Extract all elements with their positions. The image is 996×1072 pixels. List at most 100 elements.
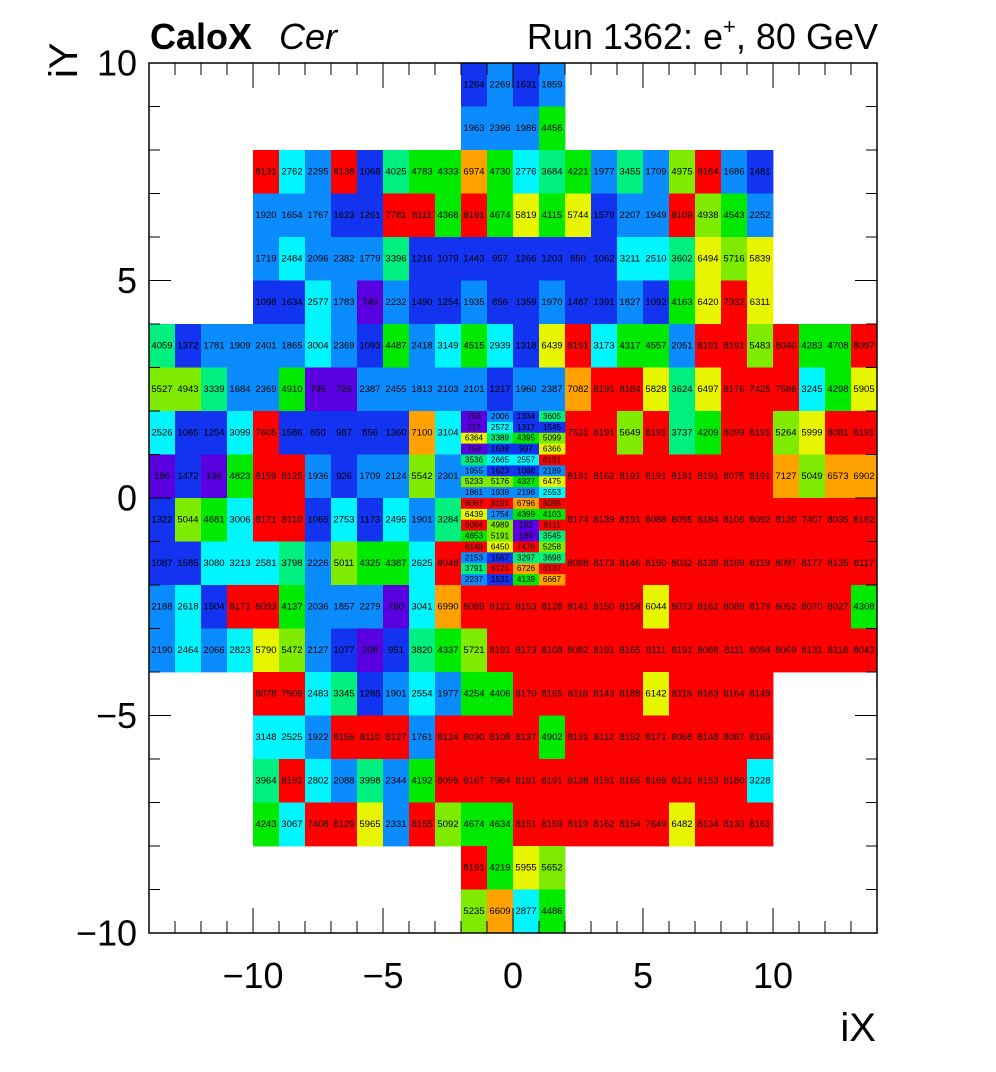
cell-value-label: 8191 xyxy=(619,514,640,525)
heatmap-cell xyxy=(487,487,514,499)
y-tick-label: −10 xyxy=(76,913,137,954)
cell-value-label: 726 xyxy=(336,384,352,395)
heatmap-cell xyxy=(565,541,592,586)
cell-value-label: 1960 xyxy=(515,384,536,395)
heatmap-cell xyxy=(539,150,566,194)
cell-value-label: 8191 xyxy=(645,427,666,438)
cell-value-label: 5233 xyxy=(465,477,484,486)
cell-value-label: 3339 xyxy=(203,384,224,395)
heatmap-cell xyxy=(513,541,540,553)
heatmap-cell xyxy=(331,802,358,847)
cell-value-label: 2232 xyxy=(385,297,406,308)
cell-value-label: 6311 xyxy=(750,297,770,308)
heatmap-cell xyxy=(435,541,462,586)
heatmap-cell xyxy=(617,541,644,586)
heatmap-cell xyxy=(747,672,774,716)
cell-value-label: 1216 xyxy=(411,253,432,264)
cell-value-label: 2776 xyxy=(515,166,536,177)
heatmap-cell xyxy=(409,759,436,803)
heatmap-cell xyxy=(591,454,618,499)
heatmap-cell xyxy=(747,280,774,325)
cell-value-label: 8161 xyxy=(749,819,770,830)
cell-value-label: 2006 xyxy=(491,412,510,421)
cell-value-label: 8129 xyxy=(333,819,354,830)
heatmap-cell xyxy=(253,715,280,760)
heatmap-cell xyxy=(539,421,566,434)
heatmap-cell xyxy=(513,563,540,575)
heatmap-cell xyxy=(435,802,462,847)
heatmap-cell xyxy=(591,628,618,673)
cell-value-label: 4137 xyxy=(281,601,302,612)
heatmap-cell xyxy=(487,715,514,760)
cell-value-label: 8131 xyxy=(671,775,692,786)
cell-value-label: 8155 xyxy=(411,819,432,830)
cell-value-label: 8134 xyxy=(697,819,718,830)
heatmap-cell xyxy=(539,530,566,542)
cell-value-label: 926 xyxy=(336,471,352,482)
cell-value-label: 1098 xyxy=(255,297,276,308)
cell-value-label: 5191 xyxy=(491,532,510,541)
cell-value-label: 2572 xyxy=(491,423,510,432)
heatmap-cell xyxy=(799,324,826,368)
heatmap-cell xyxy=(721,585,748,629)
heatmap-cell xyxy=(201,324,228,368)
heatmap-cell xyxy=(513,476,540,488)
heatmap-cell xyxy=(383,759,410,803)
cell-value-label: 5527 xyxy=(151,384,172,395)
cell-value-label: 8163 xyxy=(749,732,770,743)
cell-value-label: 2554 xyxy=(411,688,432,699)
cell-value-label: 7082 xyxy=(567,384,588,395)
cell-value-label: 8084 xyxy=(465,521,484,530)
cell-value-label: 8095 xyxy=(671,514,692,525)
cell-value-label: 8191 xyxy=(671,645,692,656)
heatmap-cell xyxy=(409,715,436,760)
heatmap-cell xyxy=(669,628,696,673)
heatmap-cell xyxy=(825,541,852,586)
heatmap-cell xyxy=(435,193,462,238)
heatmap-cell xyxy=(461,552,488,564)
heatmap-cell xyxy=(539,498,566,510)
cell-value-label: 1586 xyxy=(281,427,302,438)
cell-value-label: 750 xyxy=(467,445,481,454)
cell-value-label: 1857 xyxy=(333,601,354,612)
heatmap-cell xyxy=(513,802,540,847)
heatmap-cell xyxy=(617,454,644,499)
cell-value-label: 2510 xyxy=(645,253,666,264)
x-axis-label: iX xyxy=(840,1006,876,1050)
cell-value-label: 2369 xyxy=(255,384,276,395)
cell-value-label: 1065 xyxy=(177,427,198,438)
heatmap-cell xyxy=(747,802,774,847)
heatmap-cell xyxy=(669,150,696,194)
cell-value-label: 8030 xyxy=(463,732,484,743)
cell-value-label: 3297 xyxy=(517,553,536,562)
heatmap-cell xyxy=(305,585,332,629)
cell-value-label: 2753 xyxy=(333,514,354,525)
cell-value-label: 1936 xyxy=(307,471,328,482)
heatmap-cell xyxy=(513,367,540,412)
heatmap-cell xyxy=(201,628,228,673)
heatmap-cell xyxy=(149,628,176,673)
heatmap-cell xyxy=(331,367,358,412)
heatmap-cell xyxy=(487,519,514,532)
cell-value-label: 1865 xyxy=(281,340,302,351)
cell-value-label: 6142 xyxy=(645,688,666,699)
heatmap-cell xyxy=(253,411,280,455)
heatmap-cell xyxy=(357,280,384,325)
heatmap-cell xyxy=(175,324,202,368)
cell-value-label: 957 xyxy=(492,253,508,264)
cell-value-label: 2188 xyxy=(151,601,172,612)
cell-value-label: 5955 xyxy=(515,862,536,873)
heatmap-cell xyxy=(461,563,488,575)
heatmap-cell xyxy=(539,487,566,499)
cell-value-label: 2823 xyxy=(229,645,250,656)
heatmap-cell xyxy=(357,454,384,499)
heatmap-cell xyxy=(565,237,592,281)
heatmap-cell xyxy=(539,465,566,477)
heatmap-cell xyxy=(695,367,722,412)
detector-label: Cer xyxy=(279,16,338,57)
heatmap-cell xyxy=(279,628,306,673)
heatmap-cell xyxy=(253,193,280,238)
heatmap-cell xyxy=(461,759,488,803)
cell-value-label: 3455 xyxy=(619,166,640,177)
cell-value-label: 1372 xyxy=(177,340,198,351)
